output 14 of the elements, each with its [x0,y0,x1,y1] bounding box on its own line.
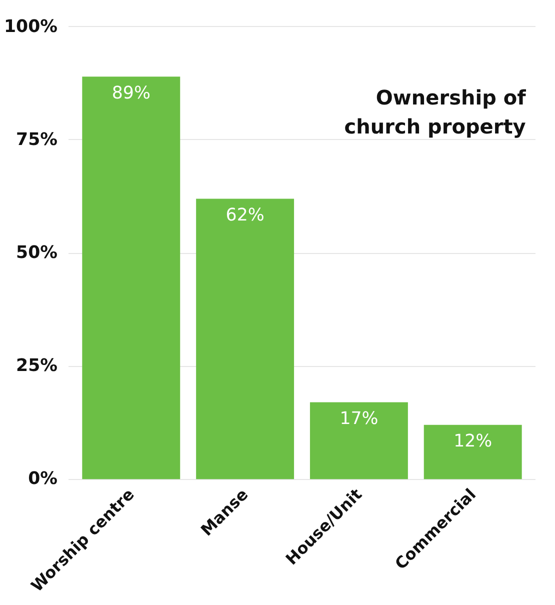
bar [196,198,294,480]
data-label: 17% [340,409,378,430]
bar [424,424,522,480]
y-tick-label: 0% [28,469,58,490]
y-tick-label: 25% [16,356,58,376]
data-label: 89% [112,83,150,104]
y-tick-label: 75% [16,130,58,150]
text: Ownership of church property [344,86,526,138]
y-tick-label: 50% [16,243,58,263]
data-label: 12% [454,432,492,452]
data-label: 62% [226,206,264,226]
bar [82,76,180,480]
y-tick-label: 100% [4,16,58,37]
bar [310,402,408,480]
